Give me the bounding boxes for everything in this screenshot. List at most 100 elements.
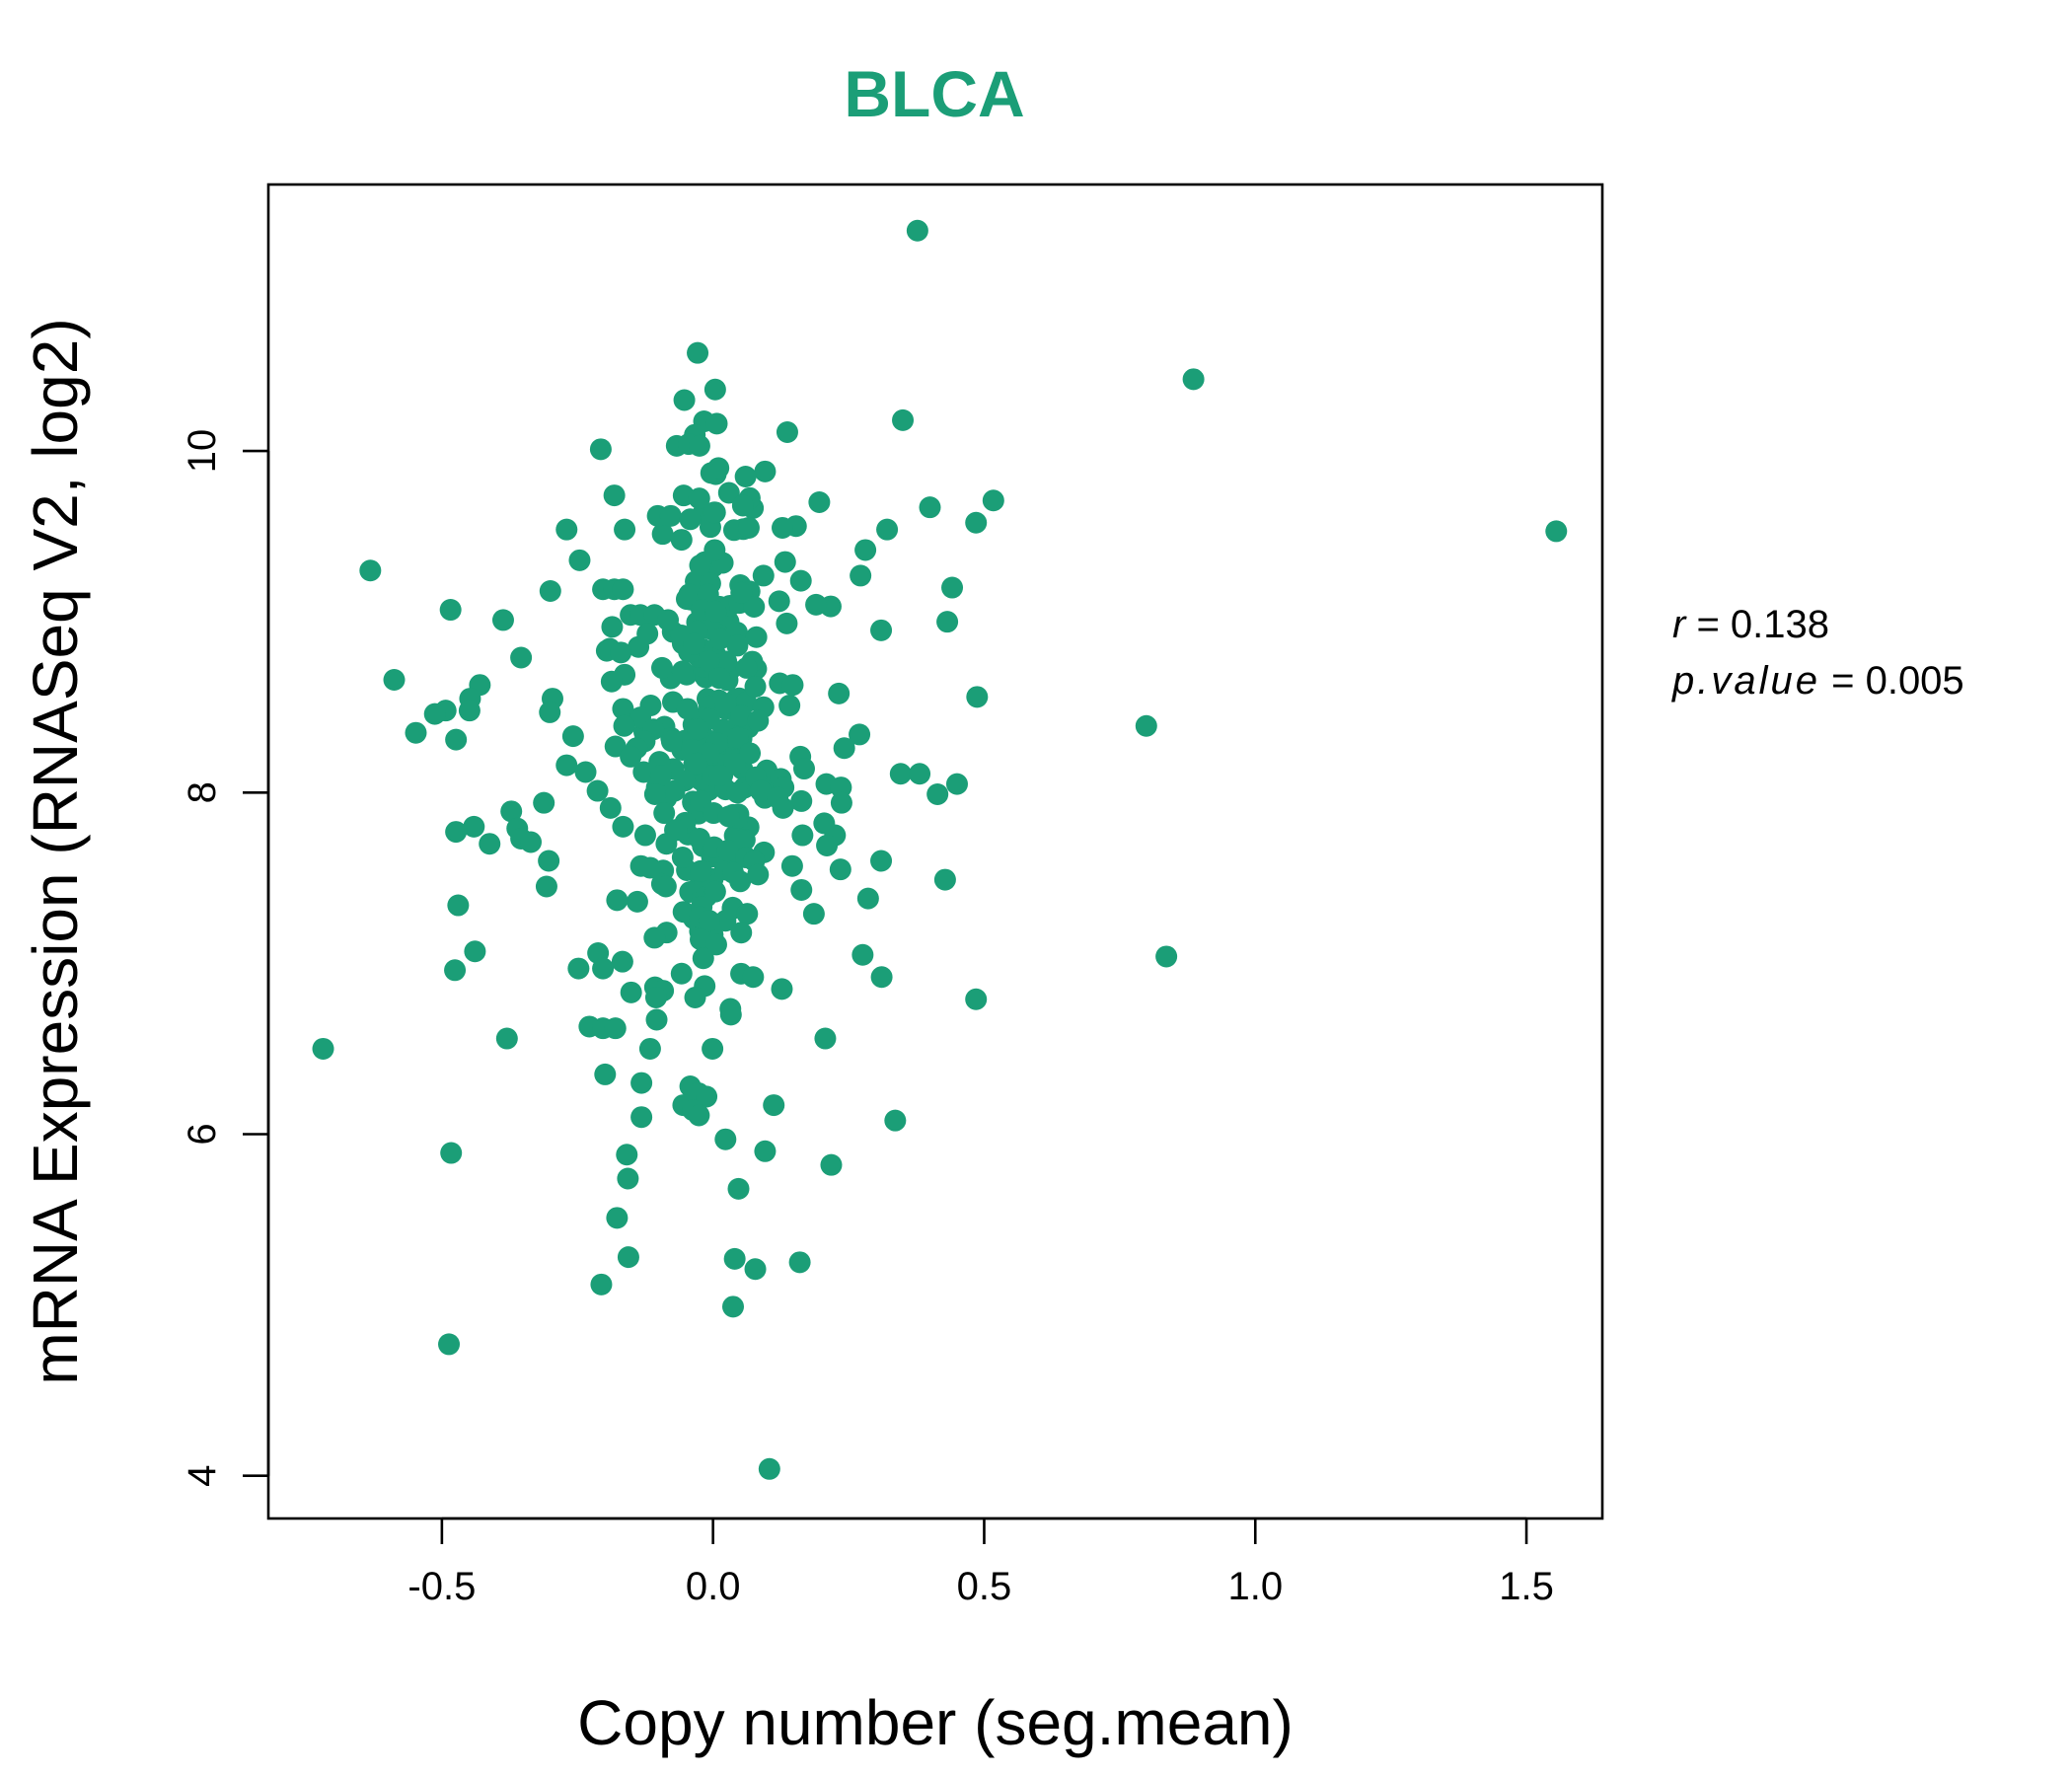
data-point bbox=[1545, 520, 1568, 543]
data-point bbox=[708, 667, 731, 690]
data-point bbox=[678, 583, 701, 606]
data-point bbox=[744, 675, 767, 698]
data-point bbox=[884, 1109, 907, 1132]
p-annotation: p.value = 0.005 bbox=[1671, 659, 1964, 703]
y-tick-label: 6 bbox=[181, 1123, 224, 1145]
data-point bbox=[383, 669, 406, 692]
data-point bbox=[778, 694, 801, 716]
data-point bbox=[714, 1128, 737, 1150]
data-point bbox=[906, 219, 928, 242]
data-point bbox=[772, 796, 794, 819]
data-point bbox=[735, 656, 758, 679]
data-point bbox=[945, 773, 968, 795]
data-point bbox=[630, 1106, 653, 1129]
data-point bbox=[555, 518, 578, 541]
data-point bbox=[791, 824, 814, 847]
data-point bbox=[659, 504, 682, 527]
y-tick-label: 4 bbox=[181, 1465, 224, 1487]
data-point bbox=[814, 1027, 837, 1050]
data-point bbox=[606, 1207, 629, 1229]
r-name: r bbox=[1672, 603, 1687, 646]
data-point bbox=[405, 721, 427, 744]
data-point bbox=[966, 686, 989, 708]
data-point bbox=[654, 875, 677, 898]
data-point bbox=[638, 856, 661, 879]
data-point bbox=[703, 539, 726, 561]
data-point bbox=[686, 752, 708, 775]
data-point bbox=[805, 593, 828, 616]
data-point bbox=[776, 421, 798, 444]
data-point bbox=[850, 564, 872, 587]
data-point bbox=[688, 1104, 710, 1127]
data-point bbox=[780, 854, 803, 877]
data-point bbox=[599, 796, 622, 819]
data-point bbox=[737, 516, 760, 539]
data-point bbox=[772, 516, 794, 539]
data-point bbox=[714, 693, 737, 715]
data-point bbox=[463, 815, 485, 838]
data-point bbox=[670, 529, 693, 552]
data-point bbox=[870, 966, 893, 989]
data-point bbox=[708, 764, 731, 786]
data-point bbox=[729, 870, 752, 893]
data-point bbox=[703, 501, 725, 524]
data-point bbox=[653, 802, 676, 825]
data-point bbox=[671, 847, 694, 869]
data-point bbox=[663, 779, 686, 802]
data-point bbox=[464, 940, 486, 963]
data-point bbox=[742, 966, 765, 989]
data-point bbox=[538, 850, 560, 872]
data-point bbox=[688, 434, 710, 457]
data-point bbox=[533, 791, 555, 814]
data-point bbox=[643, 783, 666, 806]
data-point bbox=[965, 988, 988, 1010]
data-point bbox=[604, 1017, 627, 1040]
data-point bbox=[612, 815, 634, 838]
data-point bbox=[734, 466, 757, 488]
data-point bbox=[630, 1072, 653, 1094]
data-point bbox=[702, 1037, 724, 1060]
data-point bbox=[617, 1246, 639, 1269]
data-point bbox=[1155, 945, 1178, 968]
data-point bbox=[758, 1457, 780, 1480]
data-point bbox=[744, 1258, 767, 1281]
y-axis-label: mRNA Expression (RNASeq V2, log2) bbox=[20, 318, 91, 1384]
data-point bbox=[440, 1142, 463, 1164]
data-point bbox=[610, 641, 632, 664]
data-point bbox=[1135, 714, 1157, 737]
x-axis: -0.5 0.0 0.5 1.0 1.5 bbox=[407, 1517, 1554, 1608]
points-layer bbox=[312, 219, 1568, 1480]
data-point bbox=[790, 878, 813, 901]
data-point bbox=[592, 957, 615, 980]
data-point bbox=[876, 518, 899, 541]
data-point bbox=[438, 1333, 461, 1356]
data-point bbox=[696, 1085, 718, 1108]
x-axis-label: Copy number (seg.mean) bbox=[577, 1687, 1294, 1758]
data-point bbox=[586, 779, 609, 802]
x-tick-label: -0.5 bbox=[407, 1565, 476, 1608]
data-point bbox=[645, 1008, 668, 1031]
data-point bbox=[788, 1251, 811, 1274]
data-point bbox=[444, 959, 467, 982]
data-point bbox=[854, 539, 877, 561]
data-point bbox=[750, 779, 773, 802]
data-point bbox=[690, 859, 712, 882]
p-name: p.value bbox=[1671, 659, 1820, 703]
data-point bbox=[792, 758, 815, 780]
data-point bbox=[568, 549, 591, 571]
data-point bbox=[941, 576, 964, 599]
data-point bbox=[698, 649, 720, 672]
data-point bbox=[657, 609, 680, 631]
data-point bbox=[495, 1027, 518, 1050]
data-point bbox=[688, 487, 710, 510]
y-axis: 4 6 8 10 bbox=[181, 429, 270, 1487]
data-point bbox=[671, 660, 694, 683]
data-point bbox=[614, 518, 636, 541]
data-point bbox=[726, 634, 749, 657]
data-point bbox=[870, 619, 893, 641]
data-point bbox=[851, 943, 874, 966]
data-point bbox=[535, 875, 557, 898]
data-point bbox=[651, 523, 674, 546]
data-point bbox=[590, 1273, 613, 1295]
data-point bbox=[717, 805, 740, 828]
